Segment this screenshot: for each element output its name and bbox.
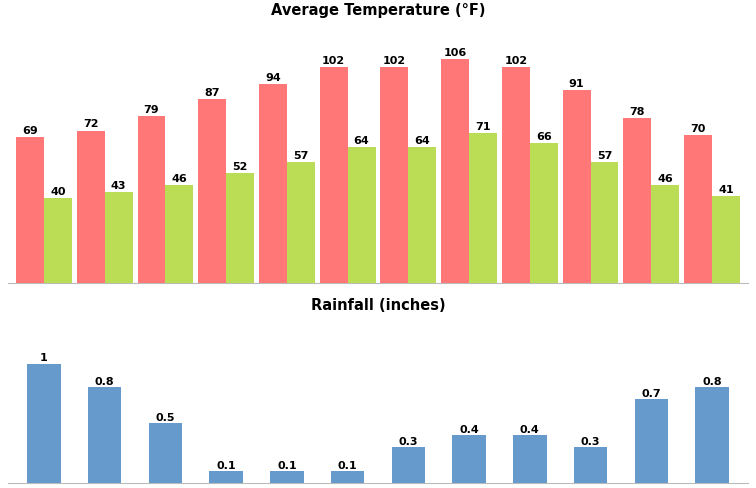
Text: 71: 71 — [476, 122, 491, 131]
Text: 0.8: 0.8 — [95, 376, 115, 386]
Text: 57: 57 — [596, 151, 612, 161]
Bar — [624, 119, 651, 283]
Bar — [562, 91, 590, 283]
Text: 87: 87 — [204, 87, 220, 98]
Bar — [320, 68, 348, 283]
Text: 106: 106 — [444, 47, 466, 58]
Text: 1: 1 — [40, 352, 48, 363]
Text: 40: 40 — [50, 186, 66, 197]
Bar — [105, 192, 132, 283]
Bar — [502, 68, 530, 283]
Text: 0.3: 0.3 — [398, 436, 418, 446]
Text: 102: 102 — [504, 56, 528, 66]
Bar — [651, 186, 679, 283]
Text: 72: 72 — [83, 119, 98, 129]
Bar — [27, 364, 60, 483]
Text: 102: 102 — [383, 56, 406, 66]
Text: 46: 46 — [658, 174, 673, 184]
Bar — [259, 85, 287, 283]
Text: 46: 46 — [172, 174, 187, 184]
Text: 94: 94 — [265, 73, 280, 83]
Text: 0.3: 0.3 — [581, 436, 600, 446]
Bar — [77, 131, 105, 283]
Bar — [331, 471, 364, 483]
Bar — [138, 117, 166, 283]
Text: 64: 64 — [414, 136, 430, 146]
Bar — [696, 387, 729, 483]
Bar — [226, 173, 254, 283]
Text: 0.1: 0.1 — [277, 460, 296, 470]
Text: 0.4: 0.4 — [520, 424, 540, 434]
Text: 57: 57 — [293, 151, 308, 161]
Bar — [198, 100, 226, 283]
Bar — [287, 163, 314, 283]
Bar — [469, 133, 497, 283]
Bar — [149, 424, 182, 483]
Text: 91: 91 — [569, 79, 584, 89]
Text: 79: 79 — [144, 104, 160, 114]
Text: 0.7: 0.7 — [641, 388, 661, 398]
Bar — [408, 148, 436, 283]
Bar — [574, 447, 607, 483]
Bar — [348, 148, 376, 283]
Bar — [452, 435, 486, 483]
Text: 43: 43 — [111, 180, 126, 190]
Text: 0.1: 0.1 — [338, 460, 358, 470]
Text: 0.8: 0.8 — [702, 376, 722, 386]
Text: 0.4: 0.4 — [459, 424, 479, 434]
Text: 0.5: 0.5 — [156, 412, 175, 422]
Bar — [442, 60, 469, 283]
Bar — [380, 68, 408, 283]
Title: Average Temperature (°F): Average Temperature (°F) — [271, 3, 485, 19]
Bar — [44, 199, 72, 283]
Bar — [16, 138, 44, 283]
Bar — [166, 186, 194, 283]
Bar — [634, 400, 668, 483]
Text: 69: 69 — [22, 125, 38, 136]
Text: 52: 52 — [232, 162, 248, 171]
Text: 64: 64 — [354, 136, 370, 146]
Text: 41: 41 — [718, 184, 734, 195]
Text: 0.1: 0.1 — [216, 460, 236, 470]
Bar — [530, 144, 558, 283]
Text: 66: 66 — [536, 132, 552, 142]
Bar — [590, 163, 618, 283]
Bar — [88, 387, 122, 483]
Bar — [209, 471, 243, 483]
Text: 70: 70 — [690, 123, 705, 133]
Bar — [392, 447, 425, 483]
Bar — [712, 197, 740, 283]
Text: 102: 102 — [322, 56, 345, 66]
Text: Rainfall (inches): Rainfall (inches) — [311, 298, 445, 312]
Bar — [684, 136, 712, 283]
Bar — [270, 471, 304, 483]
Text: 78: 78 — [630, 106, 645, 117]
Bar — [513, 435, 547, 483]
